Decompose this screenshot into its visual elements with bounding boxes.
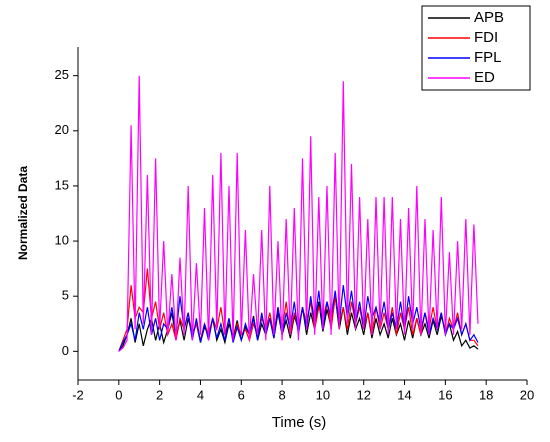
legend-box — [421, 5, 531, 91]
legend-label: FPL — [474, 49, 502, 66]
legend-label: ED — [474, 69, 495, 86]
series-line — [118, 75, 479, 352]
x-tick-label: 4 — [197, 387, 204, 402]
x-tick-label: 6 — [238, 387, 245, 402]
y-tick-label: 15 — [55, 177, 69, 192]
x-tick-label: 18 — [479, 387, 493, 402]
x-tick-label: 14 — [397, 387, 411, 402]
y-tick-label: 10 — [55, 233, 69, 248]
legend-label: APB — [474, 9, 504, 26]
y-tick-label: 25 — [55, 67, 69, 82]
x-tick-label: 8 — [278, 387, 285, 402]
x-tick-label: 20 — [520, 387, 534, 402]
x-tick-label: 0 — [115, 387, 122, 402]
x-axis-label: Time (s) — [272, 414, 326, 431]
y-axis-label: Normalized Data — [16, 166, 30, 260]
legend-label: FDI — [474, 29, 498, 46]
x-tick-label: 12 — [356, 387, 370, 402]
x-tick-label: 10 — [316, 387, 330, 402]
x-tick-label: 2 — [156, 387, 163, 402]
x-tick-label: -2 — [72, 387, 84, 402]
x-tick-label: 16 — [438, 387, 452, 402]
y-tick-label: 20 — [55, 122, 69, 137]
y-tick-label: 0 — [62, 343, 69, 358]
y-tick-label: 5 — [62, 288, 69, 303]
